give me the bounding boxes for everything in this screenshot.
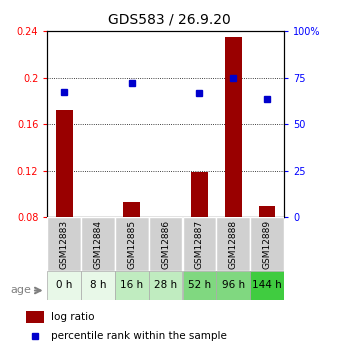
Bar xyxy=(115,217,149,271)
Text: GSM12883: GSM12883 xyxy=(60,219,69,269)
Text: 52 h: 52 h xyxy=(188,280,211,290)
Bar xyxy=(216,272,250,299)
Bar xyxy=(81,217,115,271)
Text: 28 h: 28 h xyxy=(154,280,177,290)
Bar xyxy=(259,206,275,217)
Bar xyxy=(56,110,73,217)
Bar xyxy=(216,217,250,271)
Text: GSM12884: GSM12884 xyxy=(94,219,102,269)
Text: GSM12888: GSM12888 xyxy=(229,219,238,269)
Bar xyxy=(225,37,242,217)
Text: age: age xyxy=(10,286,31,295)
Text: 8 h: 8 h xyxy=(90,280,106,290)
Bar xyxy=(149,217,183,271)
Bar xyxy=(149,272,183,299)
Bar xyxy=(191,172,208,217)
Text: GSM12887: GSM12887 xyxy=(195,219,204,269)
Text: percentile rank within the sample: percentile rank within the sample xyxy=(51,331,227,341)
Text: GDS583 / 26.9.20: GDS583 / 26.9.20 xyxy=(107,12,231,26)
Bar xyxy=(183,217,216,271)
Text: 0 h: 0 h xyxy=(56,280,72,290)
Bar xyxy=(47,272,81,299)
Text: 16 h: 16 h xyxy=(120,280,143,290)
Text: 96 h: 96 h xyxy=(222,280,245,290)
Bar xyxy=(183,272,216,299)
Text: GSM12885: GSM12885 xyxy=(127,219,136,269)
Bar xyxy=(123,202,140,217)
Bar xyxy=(250,217,284,271)
Text: log ratio: log ratio xyxy=(51,312,95,322)
Bar xyxy=(47,217,81,271)
Text: GSM12889: GSM12889 xyxy=(263,219,271,269)
Bar xyxy=(115,272,149,299)
Bar xyxy=(250,272,284,299)
Bar xyxy=(81,272,115,299)
Text: 144 h: 144 h xyxy=(252,280,282,290)
Bar xyxy=(26,311,44,323)
Text: GSM12886: GSM12886 xyxy=(161,219,170,269)
